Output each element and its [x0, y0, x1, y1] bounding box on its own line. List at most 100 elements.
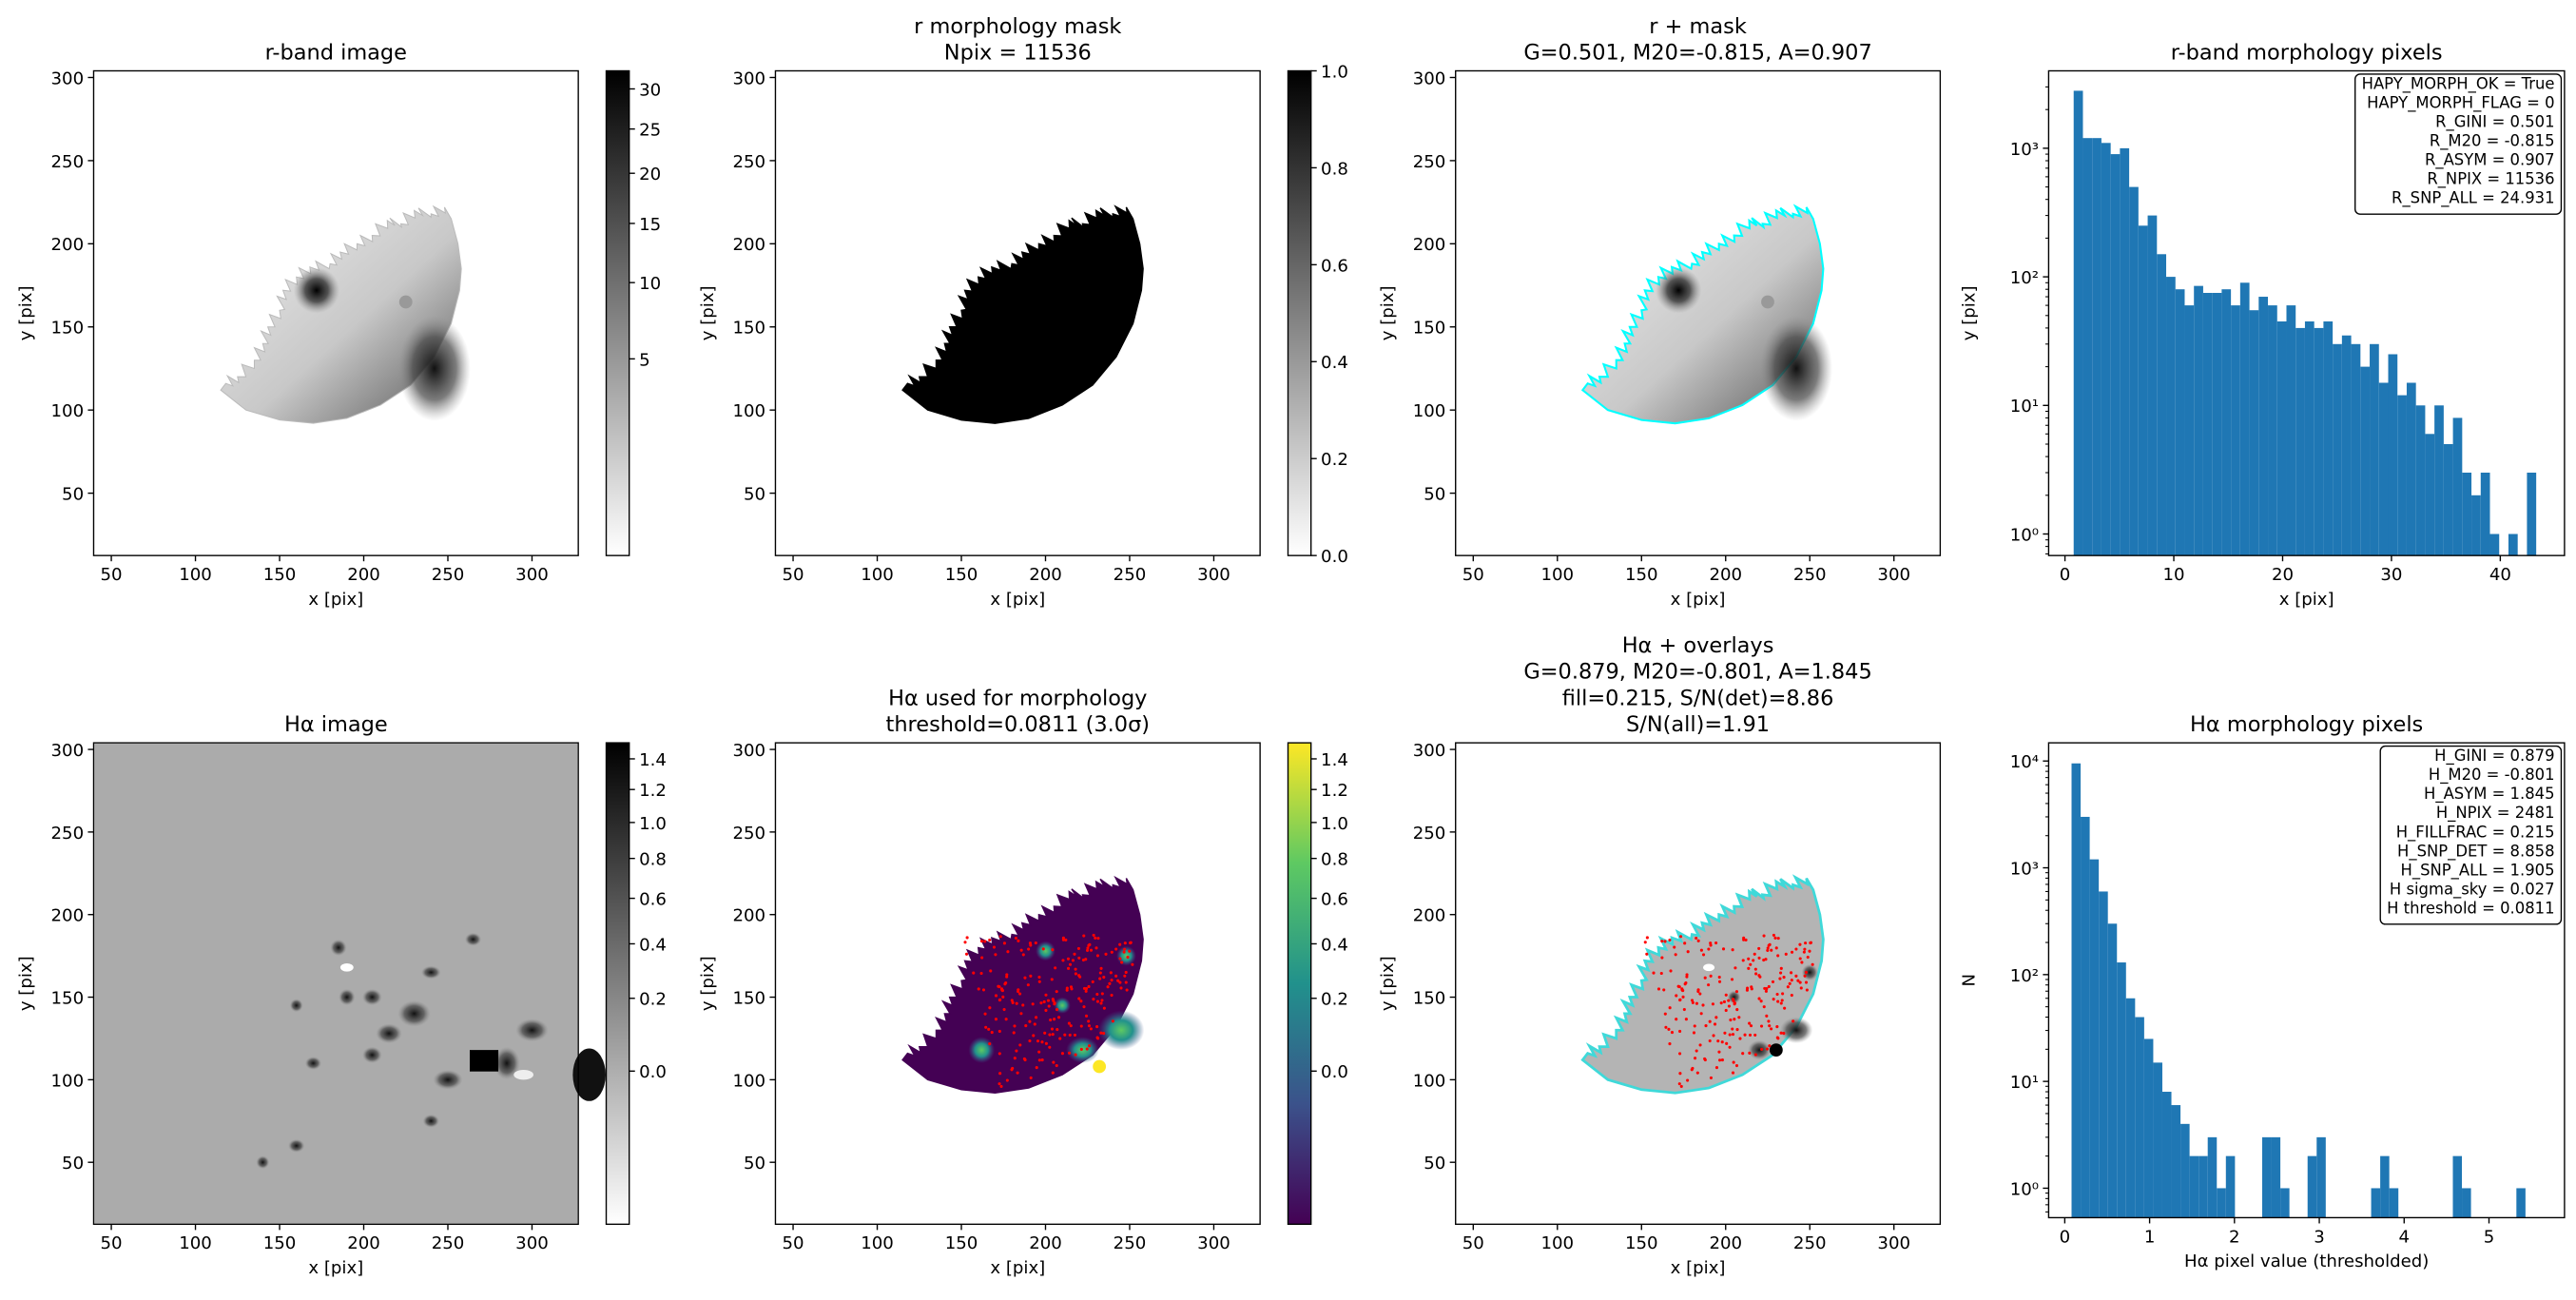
contour-pixel — [1680, 988, 1684, 992]
x-tick-label: 200 — [1029, 565, 1062, 585]
image-feature — [1093, 1059, 1107, 1074]
y-tick-label: 10² — [2010, 966, 2039, 986]
image-feature — [288, 1138, 305, 1153]
colorbar-tick-label: 0.0 — [1321, 547, 1348, 567]
y-axis-label: y [pix] — [698, 285, 718, 340]
contour-pixel — [1099, 1001, 1103, 1005]
x-axis-label: x [pix] — [990, 1258, 1045, 1278]
x-tick-label: 1 — [2144, 1227, 2156, 1247]
colorbar-tick-label: 0.4 — [1321, 353, 1348, 373]
contour-pixel — [1703, 1057, 1707, 1060]
chart-title: G=0.879, M20=-0.801, A=1.845 — [1523, 660, 1871, 685]
contour-pixel — [1066, 966, 1071, 970]
chart-title: Hα image — [284, 712, 388, 737]
contour-pixel — [1001, 995, 1005, 999]
info-line: H sigma_sky = 0.027 — [2390, 880, 2555, 899]
contour-pixel — [1741, 1052, 1745, 1056]
contour-pixel — [1720, 1058, 1724, 1062]
contour-pixel — [1776, 1037, 1780, 1040]
chart-title: Hα morphology pixels — [2190, 712, 2423, 737]
contour-pixel — [1733, 966, 1737, 970]
contour-pixel — [1042, 999, 1046, 1004]
contour-pixel — [1111, 1019, 1114, 1023]
contour-pixel — [1000, 988, 1004, 992]
contour-pixel — [1754, 972, 1758, 976]
x-tick-label: 150 — [945, 565, 978, 585]
axes-frame — [92, 69, 579, 556]
y-tick-label: 10⁰ — [2010, 525, 2039, 545]
contour-pixel — [1044, 993, 1048, 997]
image-feature — [304, 1057, 322, 1070]
contour-pixel — [1051, 998, 1055, 1001]
x-tick-label: 50 — [1462, 565, 1484, 585]
image-feature — [433, 1070, 463, 1090]
contour-pixel — [1663, 940, 1667, 943]
contour-pixel — [1079, 999, 1083, 1003]
y-tick-label: 200 — [732, 906, 765, 926]
image-feature — [1727, 990, 1741, 1004]
contour-pixel — [1109, 971, 1113, 975]
contour-pixel — [1077, 997, 1081, 1000]
image-feature — [1116, 945, 1136, 966]
contour-pixel — [1652, 971, 1656, 975]
contour-pixel — [1040, 1058, 1044, 1062]
contour-pixel — [1723, 1031, 1727, 1035]
contour-pixel — [1698, 1043, 1702, 1047]
contour-pixel — [1781, 992, 1785, 996]
x-tick-label: 30 — [2380, 565, 2402, 585]
mask-image — [901, 204, 1144, 424]
image-feature — [1779, 1017, 1813, 1044]
info-line: H_GINI = 0.879 — [2434, 747, 2554, 766]
contour-pixel — [1696, 939, 1700, 942]
contour-pixel — [1011, 1000, 1015, 1004]
contour-pixel — [1035, 1066, 1038, 1070]
axes-frame — [1455, 69, 1942, 556]
halpha-image — [901, 875, 1144, 1094]
contour-pixel — [1750, 987, 1753, 991]
histogram-bar — [2341, 335, 2352, 556]
x-tick-label: 250 — [1114, 565, 1147, 585]
contour-pixel — [1060, 1052, 1064, 1056]
contour-pixel — [1709, 1076, 1713, 1079]
y-axis-label: y [pix] — [16, 956, 36, 1011]
contour-pixel — [1735, 1008, 1739, 1012]
y-axis-label: y [pix] — [1378, 285, 1398, 340]
contour-pixel — [1685, 975, 1689, 979]
contour-pixel — [1720, 1040, 1724, 1044]
contour-pixel — [977, 987, 980, 991]
contour-pixel — [1087, 1024, 1092, 1028]
contour-pixel — [1744, 938, 1748, 941]
chart-title: S/N(all)=1.91 — [1626, 712, 1770, 737]
contour-pixel — [1095, 999, 1099, 1003]
x-tick-label: 100 — [179, 1233, 212, 1253]
contour-pixel — [1800, 960, 1804, 964]
contour-pixel — [1126, 955, 1130, 960]
contour-pixel — [1037, 1050, 1041, 1054]
contour-pixel — [1017, 939, 1020, 942]
contour-pixel — [1776, 954, 1780, 958]
contour-pixel — [1037, 980, 1041, 983]
contour-pixel — [1044, 1041, 1048, 1045]
contour-pixel — [1790, 950, 1794, 954]
contour-pixel — [1056, 1028, 1059, 1032]
contour-pixel — [1118, 980, 1122, 984]
contour-pixel — [1129, 941, 1133, 944]
image-feature — [494, 1046, 520, 1080]
contour-pixel — [1122, 950, 1126, 954]
histogram-bar — [2286, 305, 2296, 556]
x-axis-label: x [pix] — [308, 1258, 363, 1278]
contour-pixel — [1707, 947, 1711, 951]
panel: 50 100 150 200 250 300 50 100 150 200 250 300 x [pix… — [698, 14, 1348, 610]
contour-pixel — [1667, 1027, 1671, 1031]
contour-pixel — [1078, 975, 1082, 979]
image-feature — [572, 1048, 606, 1101]
contour-pixel — [1073, 952, 1076, 956]
contour-pixel — [1764, 958, 1768, 961]
colorbar-tick-label: 0.4 — [639, 935, 667, 955]
x-tick-label: 150 — [1625, 565, 1658, 585]
contour-pixel — [1731, 1033, 1735, 1037]
contour-pixel — [1678, 999, 1682, 1002]
x-tick-label: 300 — [515, 1233, 549, 1253]
x-tick-label: 200 — [347, 1233, 380, 1253]
contour-pixel — [1041, 947, 1045, 951]
